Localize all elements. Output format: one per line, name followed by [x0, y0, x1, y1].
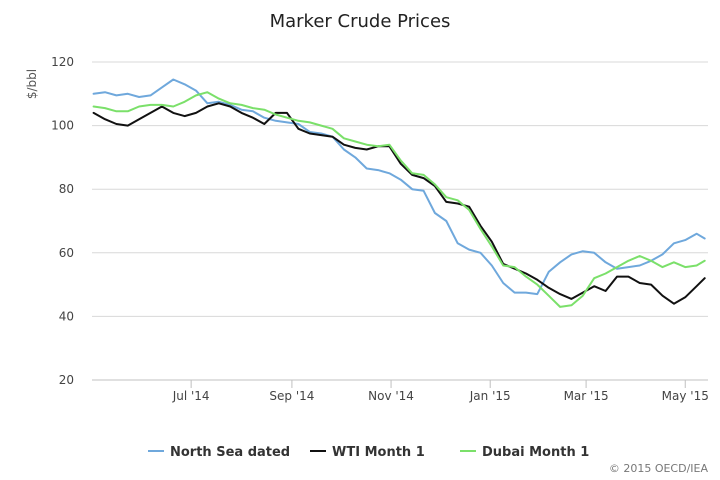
legend-item-wti-month-1[interactable]: WTI Month 1 — [310, 445, 425, 460]
legend: North Sea dated WTI Month 1 Dubai Month 1 — [148, 445, 589, 460]
series-line-wti-month-1 — [92, 102, 706, 305]
y-axis-ticks: 20 40 60 80 100 120 — [51, 55, 74, 387]
x-tick-label-mar-15: Mar '15 — [564, 389, 609, 403]
x-tick-label-jan-15: Jan '15 — [469, 389, 511, 403]
series-line-dubai-month-1 — [92, 91, 706, 308]
chart-title: Marker Crude Prices — [270, 11, 451, 32]
y-tick-label-20: 20 — [59, 373, 74, 387]
x-tick-label-nov-14: Nov '14 — [368, 389, 414, 403]
x-tick-label-jul-14: Jul '14 — [172, 389, 210, 403]
x-axis: Jul '14 Sep '14 Nov '14 Jan '15 Mar '15 May '… — [92, 379, 709, 403]
legend-item-north-sea-dated[interactable]: North Sea dated — [148, 445, 290, 460]
x-tick-label-sep-14: Sep '14 — [269, 389, 314, 403]
grid-lines — [92, 61, 708, 381]
legend-label-dubai-month-1: Dubai Month 1 — [482, 445, 589, 460]
y-tick-label-60: 60 — [59, 246, 74, 260]
legend-label-north-sea-dated: North Sea dated — [170, 445, 290, 460]
series-line-north-sea-dated — [92, 78, 706, 296]
y-axis-label: $/bbl — [25, 69, 39, 99]
y-tick-label-120: 120 — [51, 55, 74, 69]
series-lines — [92, 78, 706, 308]
y-tick-label-40: 40 — [59, 309, 74, 323]
y-tick-label-80: 80 — [59, 182, 74, 196]
chart-credit: © 2015 OECD/IEA — [609, 462, 709, 475]
x-tick-label-may-15: May '15 — [662, 389, 709, 403]
legend-item-dubai-month-1[interactable]: Dubai Month 1 — [460, 445, 589, 460]
legend-label-wti-month-1: WTI Month 1 — [332, 445, 425, 460]
y-tick-label-100: 100 — [51, 119, 74, 133]
